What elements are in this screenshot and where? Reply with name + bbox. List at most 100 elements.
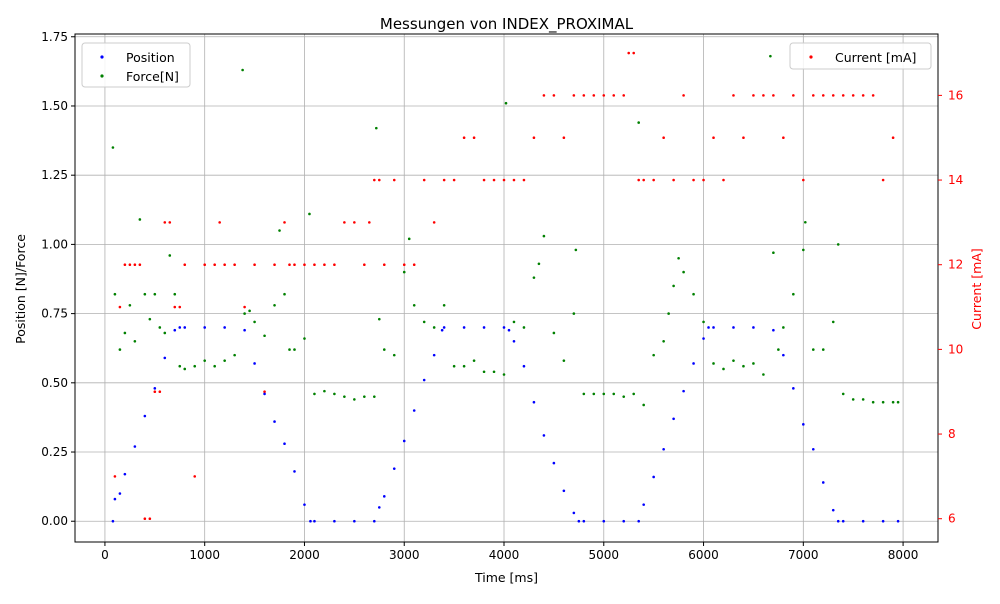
force-n-point [118,348,122,351]
current-ma-point [293,263,296,267]
force-n-point [502,373,506,376]
current-ma-point [223,263,226,267]
y-right-tick-label: 12 [948,258,963,272]
force-n-point [702,320,705,324]
force-n-point [572,312,576,315]
force-n-point [248,309,251,313]
current-ma-point [333,263,336,267]
force-n-point [263,334,266,338]
legend-left-box [81,42,191,88]
position-point [133,445,137,448]
position-point [881,519,885,523]
current-ma-point [472,136,476,140]
force-n-point [562,359,566,362]
force-n-point [602,392,606,396]
force-n-point [722,367,725,371]
force-n-point [672,284,675,288]
force-n-point [871,400,875,404]
current-ma-point [452,178,456,182]
current-ma-point [353,221,356,224]
force-n-point [278,229,281,232]
current-ma-point [652,178,655,182]
current-ma-point [512,178,516,182]
force-n-point [333,392,336,396]
current-ma-point [138,263,142,267]
legend-right-box [789,42,932,70]
current-ma-point [462,136,466,140]
force-n-point [233,353,236,357]
force-n-point [861,398,865,401]
current-ma-point [402,263,406,267]
current-ma-point [368,221,371,224]
force-n-point [243,312,246,315]
force-n-point [273,304,276,307]
y-left-tick-label: 1.75 [41,30,68,44]
current-ma-point [143,517,147,521]
current-ma-point [642,178,645,182]
position-point [652,475,655,479]
current-ma-point [153,390,157,394]
position-point [502,326,506,329]
y-right-tick-label: 8 [948,427,956,441]
current-ma-point [163,221,167,224]
current-ma-point [482,178,486,182]
position-point [692,362,695,365]
current-ma-point [772,94,775,97]
current-ma-point [821,94,825,97]
position-point [153,387,157,390]
force-n-point [442,304,446,307]
x-tick-label: 4000 [489,548,520,562]
force-n-point [552,331,556,335]
position-point [113,497,117,501]
force-n-point [173,292,177,296]
position-point [522,364,526,368]
current-ma-point [871,94,875,97]
force-n-point [363,395,366,398]
current-ma-point [881,178,885,182]
force-n-point [163,331,167,335]
force-n-point [667,312,670,315]
current-ma-point [412,263,416,267]
force-n-point [652,353,655,357]
x-tick-label: 3000 [389,548,420,562]
force-n-point [804,220,807,224]
y-left-tick-label: 0.00 [41,514,68,528]
position-point [836,519,840,523]
position-point [682,389,685,393]
position-point [243,328,246,332]
position-point [203,326,206,329]
position-point [382,495,386,498]
current-ma-point [492,178,496,182]
force-n-point [642,403,645,407]
force-n-point [303,337,306,340]
position-point [752,326,755,329]
position-point [303,503,306,506]
current-ma-point [377,178,381,182]
force-n-point [377,317,381,321]
force-n-point [158,326,162,329]
data-points [111,51,900,523]
legend-marker [809,55,813,59]
position-point [118,492,122,495]
legend-marker [100,74,104,78]
force-n-point [113,292,117,296]
y-axis-label-right: Current [mA] [969,248,984,329]
position-point [111,519,115,523]
current-ma-point [392,178,396,182]
position-point [377,506,381,509]
force-n-point [382,348,386,351]
force-n-point [193,364,197,368]
current-ma-point [288,263,291,267]
current-ma-point [732,94,735,97]
position-point [422,378,426,382]
current-ma-point [128,263,132,267]
position-point [313,519,316,523]
force-n-point [133,339,137,343]
current-ma-point [672,178,675,182]
force-n-point [223,359,226,362]
position-point [861,519,865,523]
legend-marker [100,55,104,59]
force-n-point [178,364,182,368]
position-point [512,339,516,343]
